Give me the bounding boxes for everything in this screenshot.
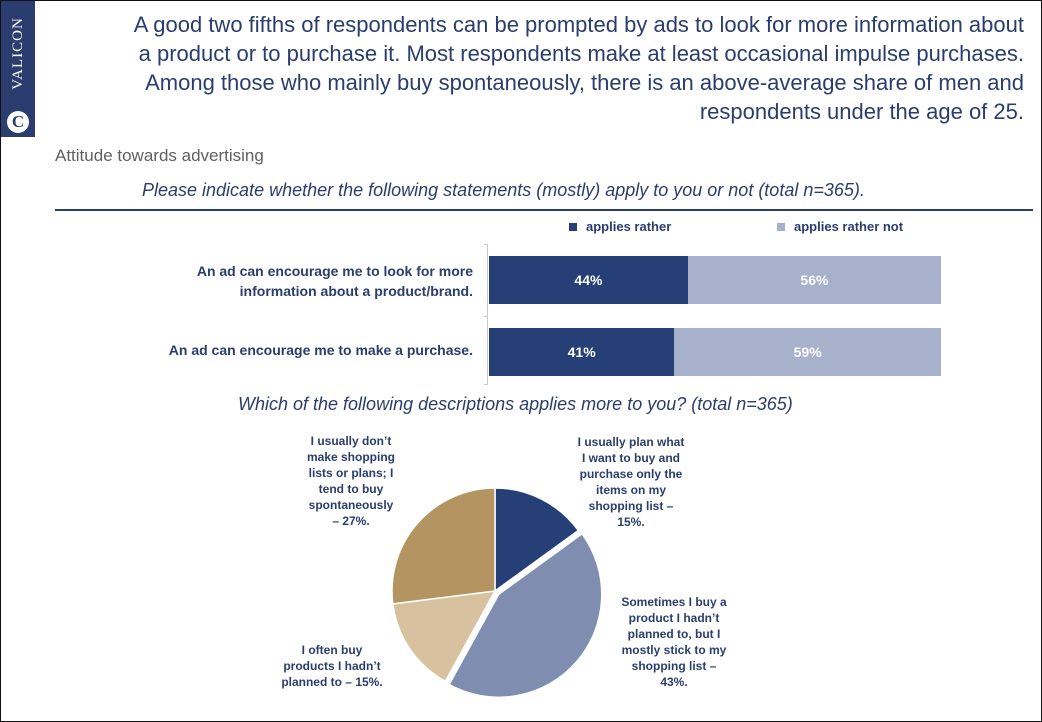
pie-label-line: mostly stick to my (621, 643, 727, 657)
legend-label: applies rather (586, 219, 672, 234)
pie-label-line: 15%. (617, 515, 645, 529)
pie-label-plan: I usually plan what I want to buy and pu… (566, 434, 696, 530)
section-title: Attitude towards advertising (55, 146, 264, 165)
headline-line: a product or to purchase it. Most respon… (138, 41, 1024, 66)
pie-label-line: purchase only the (579, 467, 683, 481)
bar-segment-applies-rather-not: 59% (674, 328, 941, 376)
pie-label-line: spontaneously (308, 498, 394, 512)
headline-line: respondents under the age of 25. (699, 99, 1024, 124)
bar-value-label: 44% (574, 272, 603, 288)
pie-label-line: product I hadn’t (628, 611, 720, 625)
pie-label-line: I want to buy and (582, 451, 680, 465)
bar-segment-applies-rather: 44% (489, 256, 688, 304)
pie-label-line: I usually plan what (577, 435, 685, 449)
pie-label-spontaneous: I usually don’t make shopping lists or p… (286, 433, 416, 529)
divider-rule (55, 209, 1033, 211)
pie-label-line: products I hadn’t (283, 659, 381, 673)
pie-label-often: I often buy products I hadn’t planned to… (264, 642, 400, 690)
question-1: Please indicate whether the following st… (142, 180, 865, 200)
question-2: Which of the following descriptions appl… (238, 394, 793, 414)
bar-value-label: 59% (793, 344, 822, 360)
bar-category-line: information about a product/brand. (239, 283, 473, 299)
headline: A good two fifths of respondents can be … (60, 10, 1024, 126)
pie-label-line: tend to buy (318, 482, 384, 496)
pie-label-line: – 27%. (332, 514, 370, 528)
bar-category-line: An ad can encourage me to make a purchas… (168, 342, 473, 358)
pie-label-line: I often buy (301, 643, 363, 657)
bar-value-label: 56% (800, 272, 829, 288)
legend-applies-rather: applies rather (569, 219, 671, 234)
pie-label-line: shopping list – (631, 659, 717, 673)
pie-slice-plan (494, 487, 580, 593)
bar-segment-applies-rather-not: 56% (687, 256, 941, 304)
legend-applies-rather-not: applies rather not (777, 219, 903, 234)
pie-label-line: 43%. (660, 675, 688, 689)
headline-line: A good two fifths of respondents can be … (133, 12, 1024, 37)
axis-tick (484, 384, 488, 385)
pie-slice-often (391, 590, 497, 683)
brand-logo-icon: C (7, 111, 29, 133)
axis-tick (484, 316, 488, 317)
pie-label-line: planned to – 15%. (281, 675, 383, 689)
pie-label-line: lists or plans; I (308, 466, 394, 480)
pie-label-line: items on my (595, 483, 667, 497)
headline-line: Among those who mainly buy spontaneously… (145, 70, 1024, 95)
bar-category-label: An ad can encourage me to look for more … (197, 261, 473, 301)
pie-label-line: shopping list – (588, 499, 674, 513)
pie-label-line: planned to, but I (627, 627, 721, 641)
pie-label-line: Sometimes I buy a (621, 595, 727, 609)
axis-tick (484, 244, 488, 245)
legend-swatch-applies-rather (569, 222, 577, 231)
pie-slice-sometimes (448, 532, 603, 699)
legend-swatch-applies-rather-not (777, 222, 785, 231)
bar-category-label: An ad can encourage me to make a purchas… (169, 340, 473, 360)
pie-label-line: I usually don’t (310, 434, 392, 448)
bar-segment-applies-rather: 41% (489, 328, 675, 376)
pie-label-line: make shopping (306, 450, 395, 464)
bar-value-label: 41% (567, 344, 596, 360)
legend-label: applies rather not (794, 219, 904, 234)
pie-slice-spontaneous (391, 487, 496, 605)
bar-axis-line (487, 244, 488, 385)
pie-label-sometimes: Sometimes I buy a product I hadn’t plann… (606, 594, 742, 690)
bar-category-line: An ad can encourage me to look for more (196, 263, 473, 279)
